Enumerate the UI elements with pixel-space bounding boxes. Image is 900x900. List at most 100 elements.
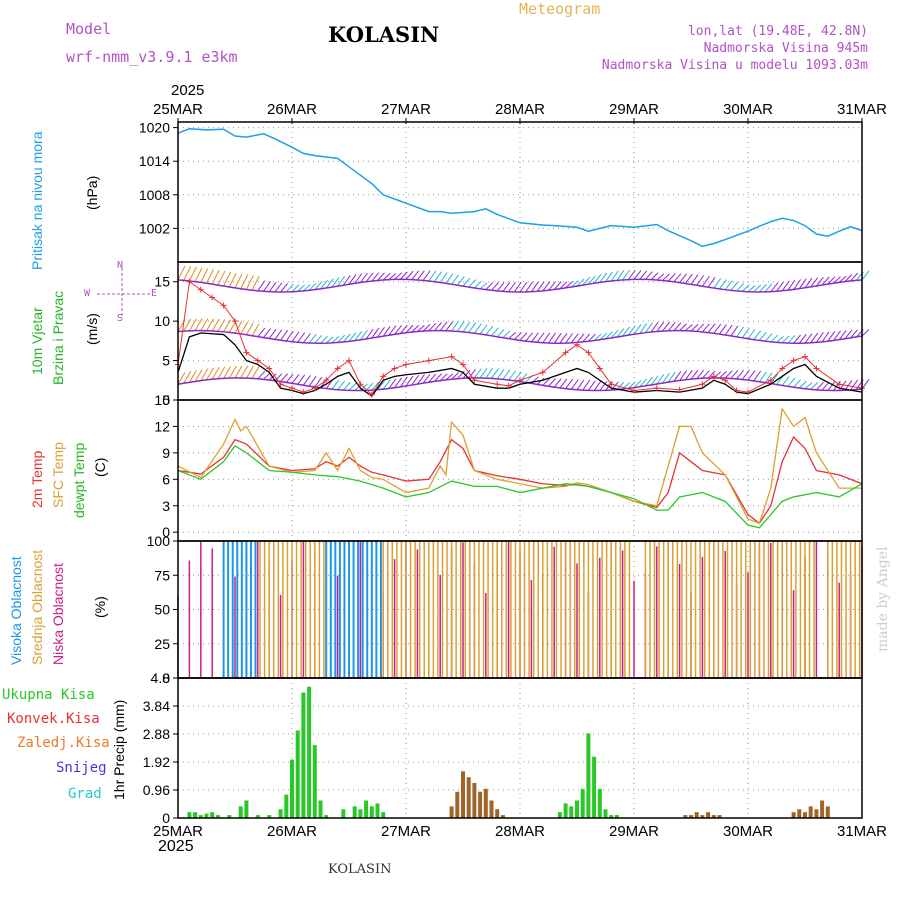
wind-barb xyxy=(337,276,346,287)
wind-barb xyxy=(599,333,608,341)
precip-bar xyxy=(580,788,585,818)
wind-barb xyxy=(331,277,340,288)
wind-barb xyxy=(650,321,659,333)
wind-barb xyxy=(639,378,648,388)
wind-barb xyxy=(257,280,266,292)
x-tick-label: 31MAR xyxy=(837,101,887,118)
wind-barb xyxy=(565,333,574,344)
wind-barb xyxy=(758,371,767,383)
precip-bar xyxy=(683,815,688,818)
wind-barb xyxy=(206,367,214,381)
wind-barb xyxy=(183,371,192,384)
wind-barb xyxy=(736,369,744,380)
wind-barb xyxy=(211,318,220,332)
precip-bar xyxy=(358,809,363,818)
precip-bar xyxy=(814,809,819,818)
lonlat-label: lon,lat (19.48E, 42.8N) xyxy=(687,24,868,39)
wind-barb xyxy=(451,320,460,332)
wind-barb xyxy=(759,284,767,293)
wind-barb xyxy=(274,373,283,382)
wind-barb xyxy=(759,331,767,341)
wind-gust-marker xyxy=(653,385,660,392)
wind-barb xyxy=(804,382,813,390)
precip-bar xyxy=(284,794,289,818)
precip-bar xyxy=(569,806,574,818)
wind-barb xyxy=(696,369,705,379)
wind-barb xyxy=(724,324,733,336)
wind-barb xyxy=(627,269,636,280)
wind-barb xyxy=(303,284,311,292)
wind-gust-marker xyxy=(608,381,615,388)
wind-gust-marker xyxy=(243,349,250,356)
x-tick-label: 29MAR xyxy=(609,101,659,118)
precip-conv-label: Konvek.Kisa xyxy=(7,711,100,727)
wind-barb xyxy=(240,321,249,335)
wind-barb xyxy=(359,272,368,283)
wind-barb xyxy=(468,322,477,333)
wind-barb xyxy=(747,329,756,340)
wind-gust-marker xyxy=(425,357,432,364)
wind-barb xyxy=(639,323,648,334)
wind-barb xyxy=(605,331,613,340)
precip-bar xyxy=(290,759,294,818)
wind-barb xyxy=(314,376,323,388)
wind-barb xyxy=(713,323,722,334)
wind-barb xyxy=(211,367,220,380)
wind-barb xyxy=(251,366,260,379)
wind-barb xyxy=(519,332,528,341)
precip-bar xyxy=(483,788,488,818)
wind-barb xyxy=(479,282,488,290)
y-tick-label: 0 xyxy=(162,392,170,408)
wind-barb xyxy=(582,379,591,391)
wind-barb xyxy=(291,374,300,384)
wind-barb xyxy=(354,273,363,284)
wind-barb xyxy=(474,368,482,379)
wind-barb xyxy=(308,282,317,291)
wind-barb xyxy=(280,373,288,382)
y-tick-label: 3.84 xyxy=(143,698,170,714)
wind-barb xyxy=(679,273,687,283)
wind-barb xyxy=(405,324,414,334)
station-title: KOLASIN xyxy=(328,22,440,47)
precip-snow-label: Snijeg xyxy=(56,760,107,776)
wind-barb xyxy=(439,272,448,283)
wind-gust-marker xyxy=(813,365,820,372)
x-tick-label: 31MAR xyxy=(837,823,887,840)
wind-barb xyxy=(673,322,682,331)
wind-barb xyxy=(245,365,254,379)
wind-barb xyxy=(388,273,397,281)
wind-barb xyxy=(753,284,762,293)
y-tick-label: 2.88 xyxy=(143,726,170,742)
wind-gust-marker xyxy=(357,381,364,388)
precip-bar xyxy=(808,806,813,818)
wind-barb xyxy=(314,281,323,290)
wind-barb xyxy=(513,332,522,340)
precip-bar xyxy=(204,813,209,818)
precip-unit: 1hr Precip (mm) xyxy=(111,699,127,800)
y-tick-label: 3 xyxy=(162,498,170,514)
precip-bar xyxy=(689,815,693,818)
wind-barb xyxy=(798,278,807,289)
precip-bar xyxy=(500,815,505,818)
wind-barb xyxy=(610,270,619,282)
wind-barb xyxy=(519,281,528,293)
wind-barb xyxy=(337,380,345,391)
wind-barb xyxy=(679,370,688,381)
wind-barb xyxy=(827,331,836,342)
wind-barb xyxy=(633,270,642,280)
precip-bar xyxy=(557,812,562,818)
wind-barb xyxy=(667,273,676,282)
wind-barb xyxy=(479,324,488,335)
wind-barb xyxy=(439,321,448,331)
wind-barb xyxy=(223,366,232,379)
wind-barb xyxy=(194,369,203,382)
wind-gust-marker xyxy=(767,377,774,384)
sfctemp-label: SFC Temp xyxy=(50,442,66,508)
wind-barb xyxy=(838,330,847,340)
temp-line-1 xyxy=(177,407,862,525)
wind-barb xyxy=(565,281,573,289)
wind-barb xyxy=(810,382,819,390)
wind-barb xyxy=(468,368,477,379)
wind-barb xyxy=(553,281,562,290)
